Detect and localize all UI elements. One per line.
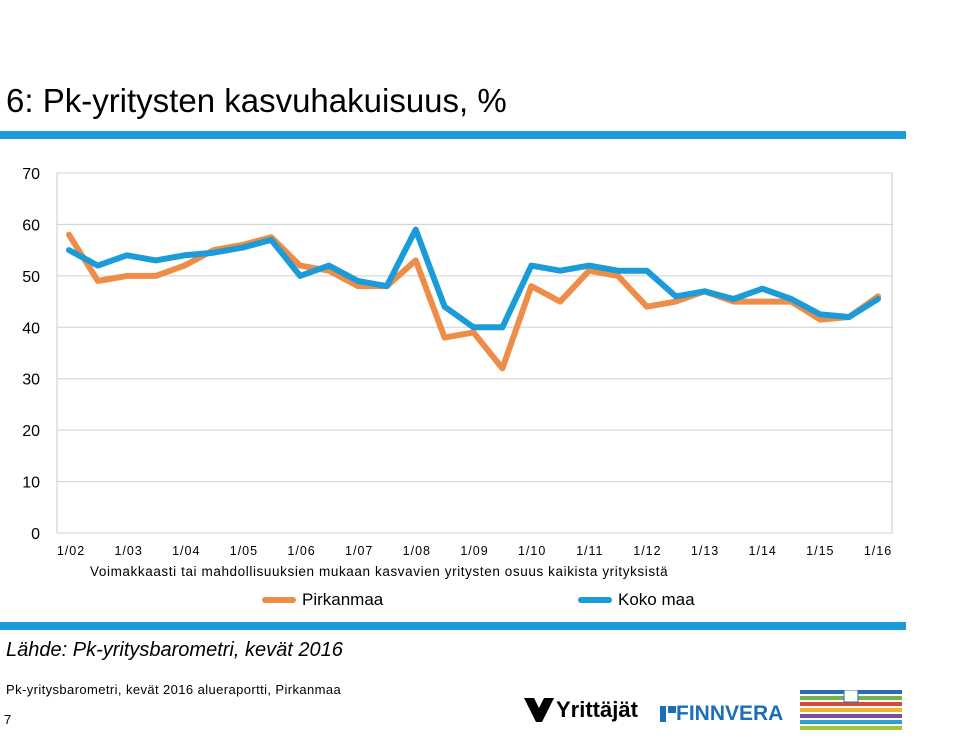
x-tick-label: 1/02 bbox=[57, 544, 85, 558]
y-axis-ticks: 0 10 20 30 40 50 60 70 bbox=[22, 166, 40, 543]
legend-label-pirkanmaa: Pirkanmaa bbox=[302, 590, 384, 609]
x-tick-label: 1/12 bbox=[633, 544, 661, 558]
line-chart: 0 10 20 30 40 50 60 70 1/02 1/03 1/04 1/05 1/06 1/07… bbox=[22, 166, 893, 558]
x-axis-label: Voimakkaasti tai mahdollisuuksien mukaan… bbox=[90, 564, 669, 579]
x-tick-label: 1/03 bbox=[114, 544, 142, 558]
x-tick-label: 1/04 bbox=[172, 544, 200, 558]
legend-label-koko-maa: Koko maa bbox=[618, 590, 695, 609]
finnvera-logo-text: FINNVERA bbox=[676, 702, 784, 725]
x-tick-label: 1/06 bbox=[287, 544, 315, 558]
x-tick-label: 1/15 bbox=[806, 544, 834, 558]
series-line-koko-maa bbox=[66, 226, 881, 331]
legend-item-pirkanmaa: Pirkanmaa bbox=[262, 590, 383, 610]
x-tick-label: 1/08 bbox=[403, 544, 431, 558]
slide-title: 6: Pk-yritysten kasvuhakuisuus, % bbox=[6, 82, 507, 119]
y-tick-label: 40 bbox=[22, 320, 40, 337]
source-note: Lähde: Pk-yritysbarometri, kevät 2016 bbox=[6, 639, 343, 661]
y-tick-label: 20 bbox=[22, 423, 40, 440]
legend-swatch-koko-maa bbox=[578, 597, 612, 603]
footer-text: Pk-yritysbarometri, kevät 2016 aluerapor… bbox=[6, 682, 342, 697]
x-tick-label: 1/07 bbox=[345, 544, 373, 558]
x-tick-label: 1/13 bbox=[691, 544, 719, 558]
x-tick-label: 1/05 bbox=[230, 544, 258, 558]
page-number: 7 bbox=[4, 712, 12, 727]
finnvera-logo-icon bbox=[660, 706, 676, 722]
ministry-logo bbox=[800, 690, 902, 730]
legend-item-koko-maa: Koko maa bbox=[578, 590, 695, 610]
x-tick-label: 1/10 bbox=[518, 544, 546, 558]
y-tick-label: 60 bbox=[22, 217, 40, 234]
yrittajat-logo: Yrittäjät bbox=[522, 696, 638, 724]
title-rule bbox=[0, 131, 906, 139]
x-tick-label: 1/09 bbox=[460, 544, 488, 558]
y-tick-label: 10 bbox=[22, 475, 40, 492]
yrittajat-logo-icon bbox=[524, 698, 554, 722]
y-tick-label: 50 bbox=[22, 269, 40, 286]
yrittajat-logo-text: Yrittäjät bbox=[556, 697, 638, 722]
gridlines bbox=[56, 172, 893, 534]
footer-rule bbox=[0, 622, 906, 630]
finnvera-logo: FINNVERA bbox=[660, 702, 783, 726]
plot-frame bbox=[56, 172, 893, 534]
x-tick-label: 1/16 bbox=[864, 544, 892, 558]
y-tick-label: 30 bbox=[22, 372, 40, 389]
x-tick-label: 1/11 bbox=[576, 544, 603, 558]
y-tick-label: 70 bbox=[22, 166, 40, 183]
y-tick-label: 0 bbox=[31, 526, 40, 543]
x-tick-label: 1/14 bbox=[749, 544, 777, 558]
series-lines bbox=[66, 226, 881, 372]
x-axis-ticks: 1/02 1/03 1/04 1/05 1/06 1/07 1/08 1/09 1/10 1/11… bbox=[57, 544, 892, 558]
legend-swatch-pirkanmaa bbox=[262, 597, 296, 603]
